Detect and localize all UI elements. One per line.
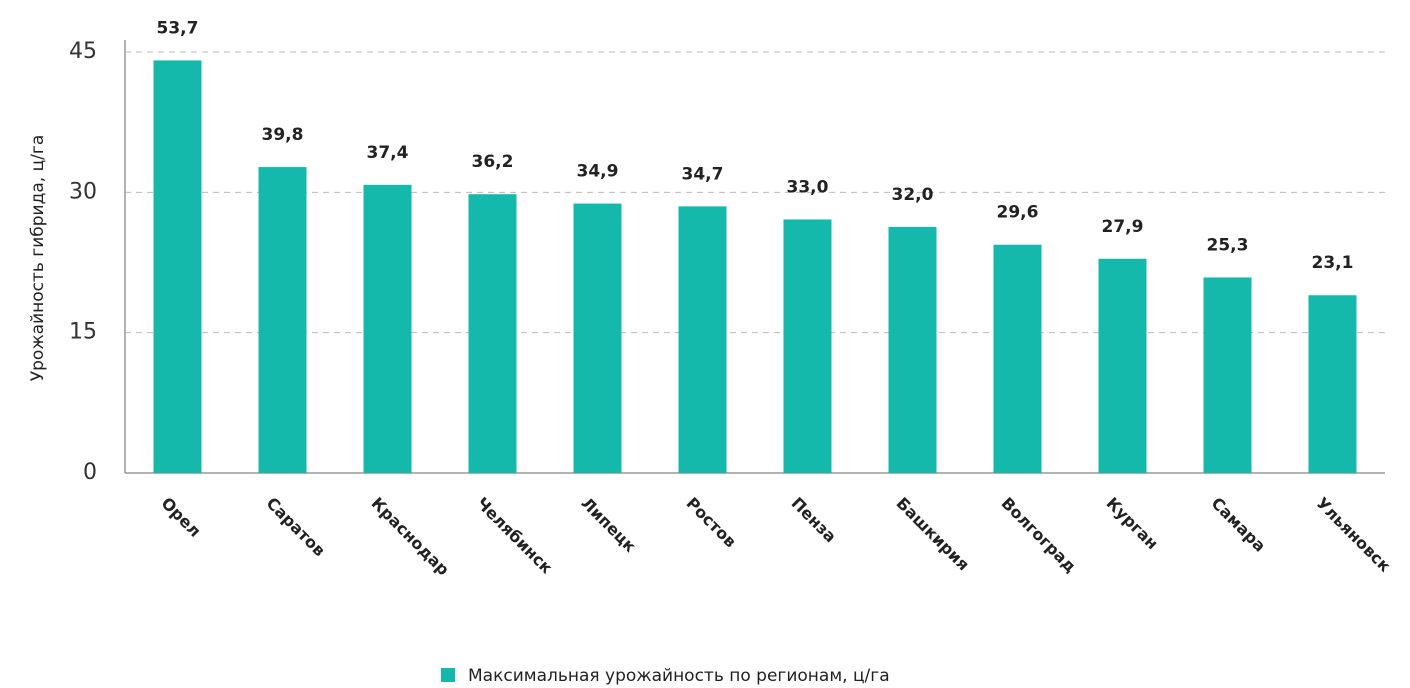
x-tick-label: Краснодар [367, 494, 453, 580]
x-tick-label: Самара [1207, 494, 1269, 556]
data-label: 37,4 [367, 143, 409, 163]
x-tick-label: Липецк [577, 494, 639, 556]
bar [678, 206, 727, 473]
bar [363, 184, 412, 474]
bar [468, 194, 517, 473]
bar [153, 60, 202, 474]
data-label: 23,1 [1312, 253, 1354, 273]
data-label: 34,9 [577, 162, 619, 182]
y-tick-label: 0 [83, 460, 97, 485]
y-tick-label: 30 [69, 179, 97, 204]
data-label: 27,9 [1102, 217, 1144, 237]
x-tick-label: Саратов [262, 494, 329, 561]
data-label: 29,6 [997, 203, 1039, 223]
x-tick-label: Орел [157, 494, 204, 541]
bar [573, 203, 622, 473]
y-tick-label: 15 [69, 320, 97, 345]
bar [1308, 295, 1357, 473]
x-tick-label: Курган [1102, 494, 1162, 554]
data-label: 32,0 [892, 185, 934, 205]
x-tick-label: Челябинск [472, 494, 556, 578]
bar [888, 226, 937, 473]
x-tick-label: Башкирия [892, 494, 973, 575]
legend-swatch [441, 668, 455, 682]
data-label: 25,3 [1207, 235, 1249, 255]
bar [1098, 258, 1147, 473]
data-label: 36,2 [472, 152, 514, 172]
data-label: 34,7 [682, 164, 724, 184]
bar [1203, 277, 1252, 473]
bar [783, 219, 832, 473]
legend-label: Максимальная урожайность по регионам, ц/… [468, 666, 890, 686]
y-tick-label: 45 [69, 39, 97, 64]
x-tick-label: Ростов [682, 494, 740, 552]
bar [993, 244, 1042, 473]
y-axis-title: Урожайность гибрида, ц/га [28, 135, 48, 381]
bar [258, 167, 307, 473]
data-label: 33,0 [787, 177, 829, 197]
x-tick-label: Пенза [787, 494, 840, 547]
x-tick-label: Ульяновск [1312, 494, 1394, 576]
data-label: 53,7 [157, 18, 199, 38]
data-label: 39,8 [262, 125, 304, 145]
x-tick-label: Волгоград [997, 494, 1080, 577]
